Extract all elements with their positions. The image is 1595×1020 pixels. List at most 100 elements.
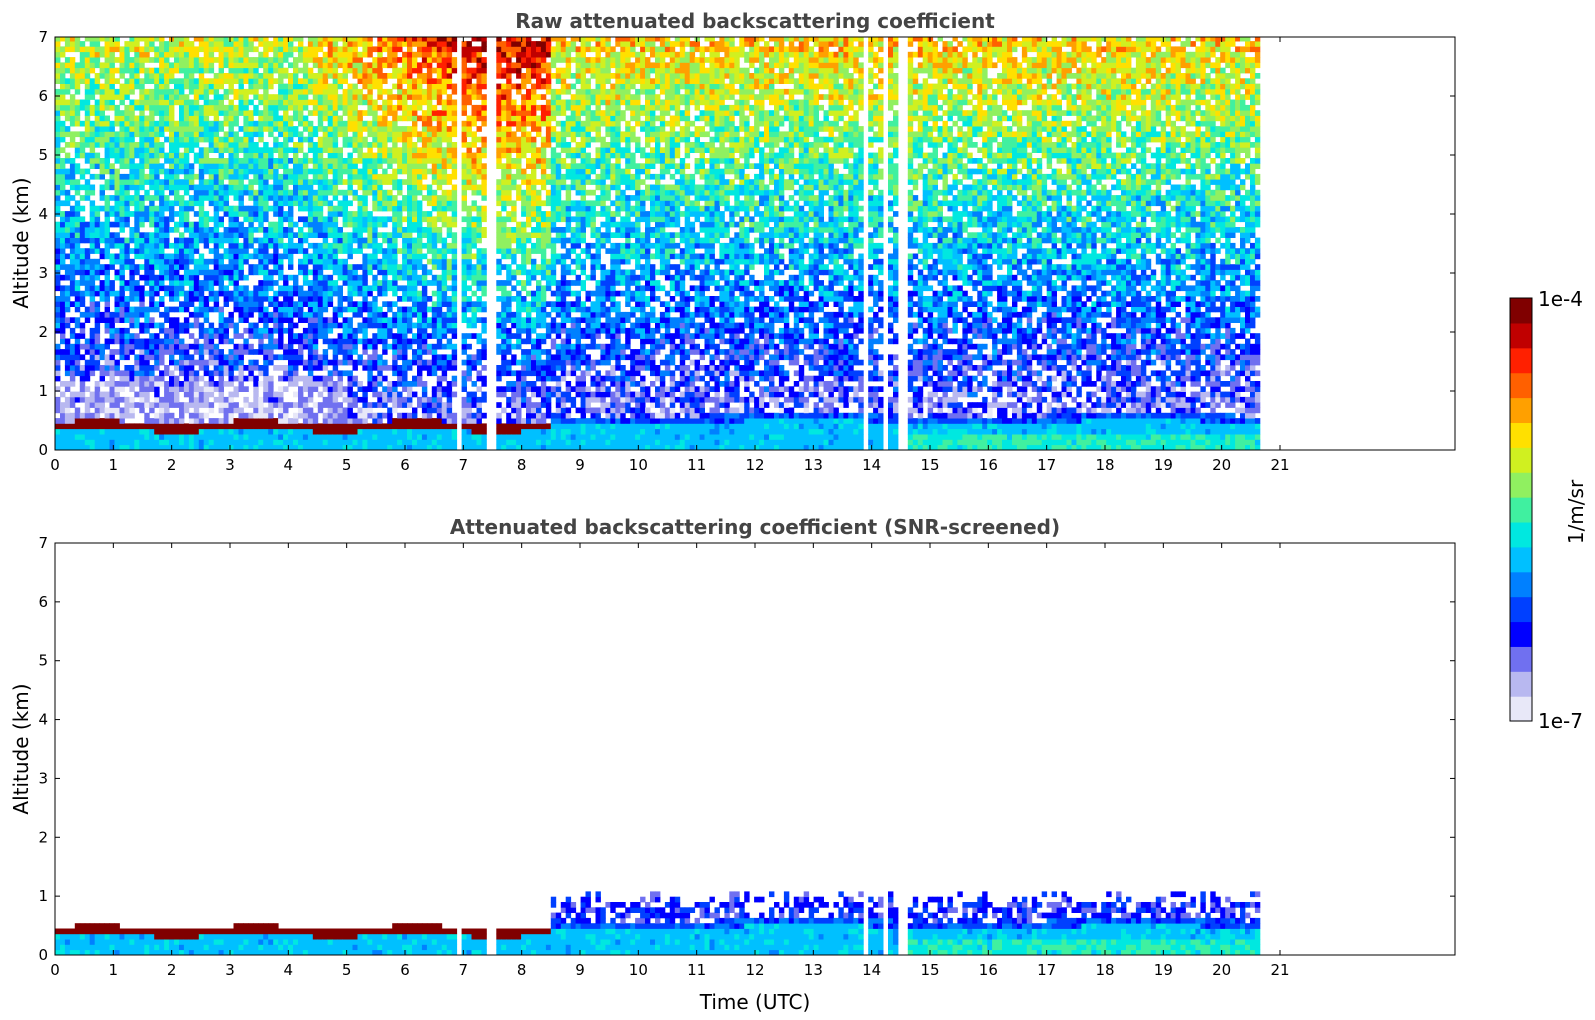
heatmap-cell [248, 195, 253, 201]
heatmap-cell [263, 392, 268, 398]
heatmap-cell [308, 381, 313, 387]
heatmap-cell [333, 153, 338, 159]
heatmap-cell [397, 84, 402, 90]
heatmap-cell [298, 301, 303, 307]
heatmap-cell [95, 100, 100, 106]
heatmap-cell [283, 100, 288, 106]
heatmap-cell [362, 275, 367, 281]
heatmap-cell [110, 62, 115, 68]
heatmap-cell [199, 68, 204, 74]
heatmap-cell [194, 105, 199, 111]
heatmap-cell [323, 365, 328, 371]
heatmap-cell [318, 429, 323, 435]
heatmap-cell [120, 216, 125, 222]
heatmap-cell [283, 296, 288, 302]
heatmap-cell [243, 174, 248, 180]
heatmap-cell [273, 179, 278, 185]
heatmap-cell [377, 73, 382, 79]
heatmap-cell [169, 131, 174, 137]
heatmap-cell [372, 131, 377, 137]
heatmap-cell [422, 94, 427, 100]
heatmap-cell [273, 68, 278, 74]
heatmap-cell [318, 78, 323, 84]
heatmap-cell [179, 408, 184, 414]
heatmap-cell [407, 423, 412, 429]
heatmap-cell [333, 254, 338, 260]
heatmap-cell [85, 126, 90, 132]
heatmap-cell [348, 402, 353, 408]
heatmap-cell [288, 370, 293, 376]
heatmap-cell [372, 116, 377, 122]
heatmap-cell [372, 232, 377, 238]
heatmap-cell [397, 434, 402, 440]
heatmap-cell [154, 381, 159, 387]
heatmap-cell [372, 248, 377, 254]
heatmap-cell [412, 89, 417, 95]
heatmap-cell [412, 418, 417, 424]
heatmap-cell [412, 116, 417, 122]
heatmap-cell [353, 365, 358, 371]
heatmap-cell [412, 413, 417, 419]
heatmap-cell [248, 116, 253, 122]
heatmap-cell [209, 248, 214, 254]
heatmap-cell [194, 317, 199, 323]
heatmap-cell [95, 402, 100, 408]
heatmap-cell [273, 439, 278, 445]
heatmap-cell [139, 365, 144, 371]
heatmap-cell [110, 354, 115, 360]
heatmap-cell [253, 381, 258, 387]
heatmap-cell [278, 397, 283, 403]
heatmap-cell [159, 84, 164, 90]
heatmap-cell [85, 370, 90, 376]
heatmap-cell [124, 259, 129, 265]
heatmap-cell [248, 227, 253, 233]
heatmap-cell [387, 408, 392, 414]
heatmap-cell [169, 328, 174, 334]
heatmap-cell [318, 408, 323, 414]
heatmap-cell [343, 73, 348, 79]
heatmap-cell [288, 402, 293, 408]
heatmap-cell [115, 179, 120, 185]
heatmap-cell [338, 301, 343, 307]
heatmap-cell [234, 190, 239, 196]
heatmap-cell [139, 264, 144, 270]
heatmap-cell [343, 386, 348, 392]
heatmap-cell [362, 349, 367, 355]
heatmap-cell [124, 376, 129, 382]
heatmap-cell [239, 94, 244, 100]
heatmap-cell [432, 349, 437, 355]
heatmap-cell [412, 216, 417, 222]
heatmap-cell [392, 339, 397, 345]
heatmap-cell [313, 429, 318, 435]
heatmap-cell [278, 185, 283, 191]
heatmap-cell [144, 312, 149, 318]
heatmap-cell [417, 227, 422, 233]
heatmap-cell [139, 46, 144, 52]
heatmap-cell [214, 270, 219, 276]
heatmap-cell [348, 264, 353, 270]
heatmap-cell [70, 370, 75, 376]
heatmap-cell [65, 190, 70, 196]
heatmap-cell [100, 126, 105, 132]
heatmap-cell [402, 285, 407, 291]
heatmap-cell [412, 179, 417, 185]
heatmap-cell [258, 344, 263, 350]
heatmap-cell [124, 78, 129, 84]
heatmap-cell [214, 307, 219, 313]
heatmap-cell [85, 238, 90, 244]
heatmap-cell [338, 285, 343, 291]
heatmap-cell [328, 392, 333, 398]
heatmap-cell [338, 227, 343, 233]
heatmap-cell [308, 354, 313, 360]
heatmap-cell [55, 195, 60, 201]
heatmap-cell [214, 216, 219, 222]
heatmap-cell [268, 57, 273, 63]
heatmap-cell [189, 73, 194, 79]
heatmap-cell [134, 434, 139, 440]
heatmap-cell [189, 344, 194, 350]
heatmap-cell [323, 78, 328, 84]
heatmap-cell [382, 116, 387, 122]
heatmap-cell [194, 238, 199, 244]
heatmap-cell [333, 227, 338, 233]
heatmap-cell [169, 73, 174, 79]
